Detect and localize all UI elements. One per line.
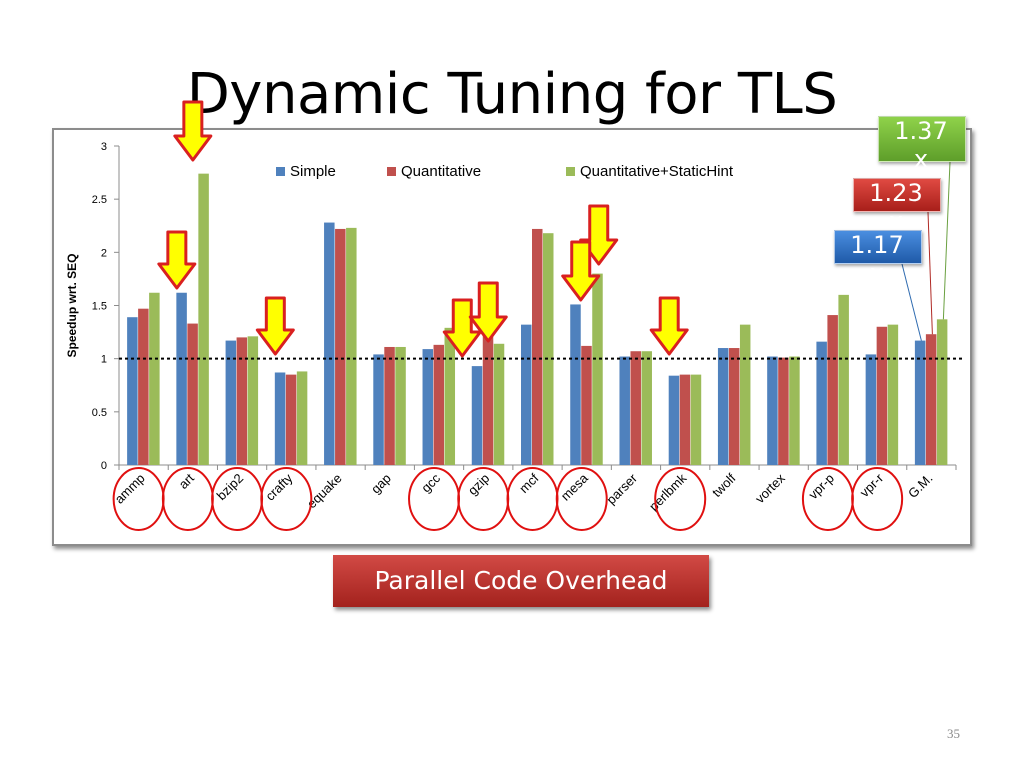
bar-vpr-r-0 (865, 354, 877, 465)
x-category-label: bzip2 (214, 471, 247, 504)
y-tick-label: 2 (101, 247, 107, 259)
y-tick-label: 1 (101, 354, 107, 366)
bar-equake-0 (324, 222, 335, 465)
x-category-label: gzip (465, 471, 492, 498)
callout-gm-static-hint: 1.37x (878, 116, 966, 173)
bar-vpr-p-0 (816, 341, 827, 465)
bar-vortex-1 (778, 357, 789, 465)
bar-bzip2-1 (236, 337, 248, 465)
bar-bzip2-0 (225, 340, 237, 465)
x-category-label: parser (603, 470, 640, 507)
bar-gap-2 (395, 346, 406, 465)
x-category-label: gap (368, 471, 394, 497)
x-category-label: twolf (709, 470, 739, 500)
bar-crafty-1 (285, 374, 297, 465)
bar-chart: 0 0.5 1 1.5 2 2.5 3 Speedup wrt. SEQ ammp art bzip… (65, 141, 962, 514)
bar-mesa-0 (570, 304, 581, 465)
bar-ammp-0 (127, 317, 138, 465)
bar-gzip-0 (471, 366, 483, 465)
bar-gzip-1 (482, 332, 494, 465)
x-category-label: art (176, 470, 198, 492)
legend-swatch-1 (387, 167, 396, 176)
bar-art-1 (187, 323, 198, 465)
x-category-label: ammp (112, 471, 148, 507)
y-tick-label: 0 (101, 460, 107, 472)
x-category-label: crafty (262, 470, 295, 503)
bar-vpr-r-2 (887, 324, 899, 465)
bar-vortex-2 (789, 356, 800, 465)
x-category-label: equake (304, 471, 345, 512)
legend-label: Quantitative+StaticHint (580, 163, 734, 180)
bar-G.M.-0 (914, 340, 926, 465)
bar-vpr-r-1 (876, 326, 888, 465)
legend-swatch-2 (566, 167, 575, 176)
bar-G.M.-1 (925, 334, 937, 465)
x-category-label: vortex (752, 470, 788, 506)
bar-crafty-2 (296, 371, 308, 465)
bar-perlbmk-2 (690, 374, 702, 465)
x-category-label: mesa (558, 470, 592, 504)
y-tick-label: 2.5 (92, 194, 107, 206)
y-tick-label: 0.5 (92, 407, 107, 419)
bar-ammp-2 (149, 292, 160, 465)
callout-gm-simple: 1.17x (834, 230, 922, 287)
bar-mesa-2 (592, 273, 603, 465)
bar-bzip2-2 (247, 336, 259, 465)
bar-art-2 (198, 173, 209, 465)
y-axis-label: Speedup wrt. SEQ (65, 253, 79, 357)
x-category-label: mcf (516, 470, 542, 496)
bar-gcc-1 (433, 344, 445, 465)
bar-gcc-0 (422, 349, 434, 465)
bar-mesa-1 (581, 345, 592, 465)
x-category-label: vpr-r (857, 470, 887, 500)
bar-gcc-2 (444, 327, 456, 465)
bar-parser-2 (641, 351, 652, 465)
x-category-label: vpr-p (805, 471, 837, 503)
bar-art-0 (176, 292, 187, 465)
legend-label: Simple (290, 163, 336, 180)
x-category-label: G.M. (905, 471, 936, 502)
callout-green-text: 1.37x (894, 117, 948, 173)
bar-vpr-p-2 (838, 294, 849, 465)
bar-mcf-1 (532, 228, 543, 465)
bar-crafty-0 (274, 372, 286, 465)
bar-perlbmk-0 (668, 375, 680, 465)
bar-G.M.-2 (936, 319, 948, 465)
bar-vortex-0 (767, 356, 778, 465)
bar-ammp-1 (138, 308, 149, 465)
bar-twolf-1 (728, 348, 740, 465)
bar-mcf-0 (521, 324, 532, 465)
bar-equake-2 (346, 227, 357, 465)
y-tick-label: 1.5 (92, 301, 107, 313)
callout-red-text: 1.23x (869, 179, 923, 235)
bar-mcf-2 (543, 233, 554, 465)
slide-title: Dynamic Tuning for TLS (186, 62, 838, 127)
parallel-code-overhead-box: Parallel Code Overhead (333, 555, 709, 607)
callout-blue-text: 1.17x (850, 231, 904, 287)
x-category-label: gcc (418, 470, 443, 495)
page-number: 35 (947, 726, 960, 741)
bar-equake-1 (335, 228, 346, 465)
legend-swatch-0 (276, 167, 285, 176)
chart-frame: 0 0.5 1 1.5 2 2.5 3 Speedup wrt. SEQ ammp art bzip… (52, 128, 972, 546)
bar-parser-0 (619, 356, 630, 465)
bar-vpr-p-1 (827, 315, 838, 465)
legend-label: Quantitative (401, 163, 481, 180)
y-tick-label: 3 (101, 141, 107, 153)
bar-twolf-0 (717, 348, 729, 465)
callout-gm-quantitative: 1.23x (853, 178, 941, 235)
bar-parser-1 (630, 351, 641, 465)
bar-gzip-2 (493, 343, 505, 465)
bar-gap-1 (384, 346, 395, 465)
bar-perlbmk-1 (679, 374, 691, 465)
bar-gap-0 (373, 354, 384, 465)
bar-twolf-2 (739, 324, 751, 465)
x-category-label: perlbmk (646, 470, 690, 514)
